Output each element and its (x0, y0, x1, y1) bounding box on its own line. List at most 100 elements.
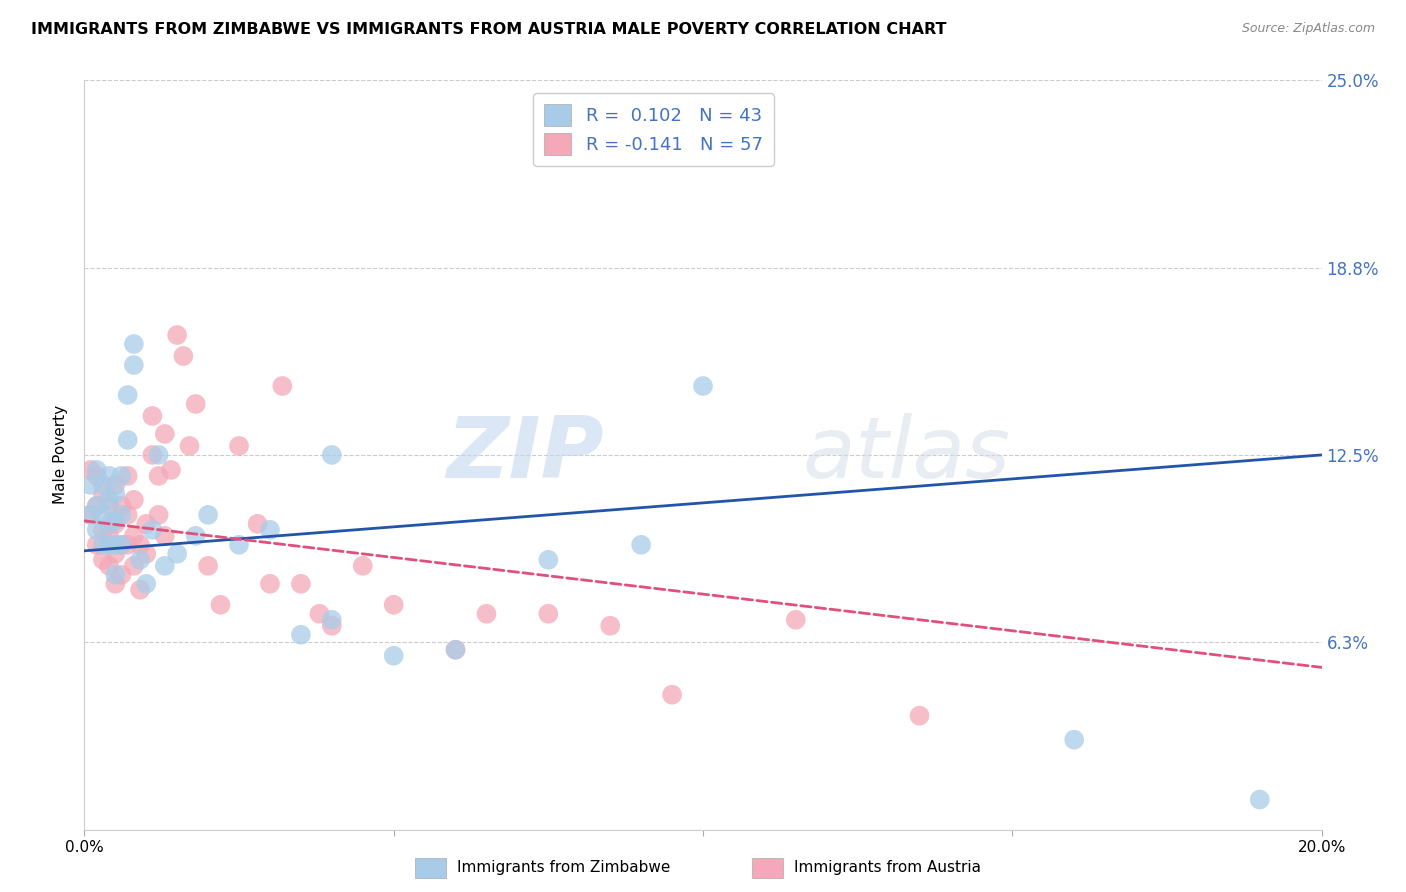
Point (599, 619, 621, 633)
Point (79, 508, 101, 522)
Point (91, 553, 114, 567)
Point (692, 379, 714, 393)
FancyBboxPatch shape (415, 858, 446, 878)
Point (91, 478, 114, 492)
Point (110, 469, 132, 483)
Point (166, 547, 188, 561)
Point (352, 558, 374, 573)
Point (259, 576, 281, 591)
Point (91, 538, 114, 552)
Point (184, 529, 207, 543)
Point (79, 478, 101, 492)
Point (79, 463, 101, 477)
Point (129, 553, 152, 567)
Y-axis label: Male Poverty: Male Poverty (53, 405, 69, 505)
Point (153, 426, 176, 441)
Text: ZIP: ZIP (446, 413, 605, 497)
Point (141, 523, 163, 537)
Point (98, 469, 121, 483)
Point (271, 379, 294, 393)
Point (104, 567, 127, 582)
Point (79, 508, 101, 522)
Point (86, 538, 108, 552)
Point (110, 499, 132, 513)
Point (122, 492, 145, 507)
Text: atlas: atlas (801, 413, 1010, 497)
Point (135, 547, 157, 561)
Point (148, 508, 170, 522)
Point (321, 448, 343, 462)
Point (104, 576, 127, 591)
Point (104, 478, 127, 492)
Point (444, 642, 467, 657)
Point (184, 397, 207, 411)
Point (537, 607, 560, 621)
Point (141, 448, 163, 462)
Point (630, 538, 652, 552)
Point (209, 598, 232, 612)
Point (86, 499, 108, 513)
Point (475, 607, 498, 621)
Point (98, 529, 121, 543)
Point (110, 567, 132, 582)
Point (91, 487, 114, 501)
Point (172, 349, 194, 363)
Legend: R =  0.102   N = 43, R = -0.141   N = 57: R = 0.102 N = 43, R = -0.141 N = 57 (533, 93, 773, 166)
Point (122, 558, 145, 573)
Point (91, 523, 114, 537)
Point (86, 499, 108, 513)
Point (382, 598, 405, 612)
Point (117, 388, 139, 402)
Point (86, 523, 108, 537)
Point (117, 508, 139, 522)
Point (382, 648, 405, 663)
Point (228, 439, 250, 453)
Point (98, 499, 121, 513)
Point (290, 576, 312, 591)
Point (197, 558, 219, 573)
Point (122, 358, 145, 372)
Text: Source: ZipAtlas.com: Source: ZipAtlas.com (1241, 22, 1375, 36)
Point (166, 328, 188, 343)
Point (537, 553, 560, 567)
Point (444, 642, 467, 657)
Point (135, 576, 157, 591)
Point (117, 538, 139, 552)
Point (86, 469, 108, 483)
Point (98, 492, 121, 507)
Point (321, 613, 343, 627)
Text: Immigrants from Austria: Immigrants from Austria (794, 861, 981, 875)
Point (308, 607, 330, 621)
Point (135, 516, 157, 531)
Point (148, 469, 170, 483)
Text: Immigrants from Zimbabwe: Immigrants from Zimbabwe (457, 861, 671, 875)
Point (104, 487, 127, 501)
Point (117, 433, 139, 447)
Point (153, 529, 176, 543)
FancyBboxPatch shape (752, 858, 783, 878)
Text: IMMIGRANTS FROM ZIMBABWE VS IMMIGRANTS FROM AUSTRIA MALE POVERTY CORRELATION CHA: IMMIGRANTS FROM ZIMBABWE VS IMMIGRANTS F… (31, 22, 946, 37)
Point (110, 508, 132, 522)
Point (321, 619, 343, 633)
Point (110, 538, 132, 552)
Point (160, 463, 183, 477)
Point (661, 688, 683, 702)
Point (290, 628, 312, 642)
Point (110, 538, 132, 552)
Point (785, 613, 807, 627)
Point (122, 529, 145, 543)
Point (228, 538, 250, 552)
Point (246, 516, 269, 531)
Point (104, 547, 127, 561)
Point (104, 516, 127, 531)
Point (129, 538, 152, 552)
Point (129, 582, 152, 597)
Point (1249, 792, 1271, 806)
Point (259, 523, 281, 537)
Point (86, 463, 108, 477)
Point (104, 514, 127, 528)
Point (141, 409, 163, 423)
Point (91, 508, 114, 522)
Point (98, 516, 121, 531)
Point (117, 469, 139, 483)
